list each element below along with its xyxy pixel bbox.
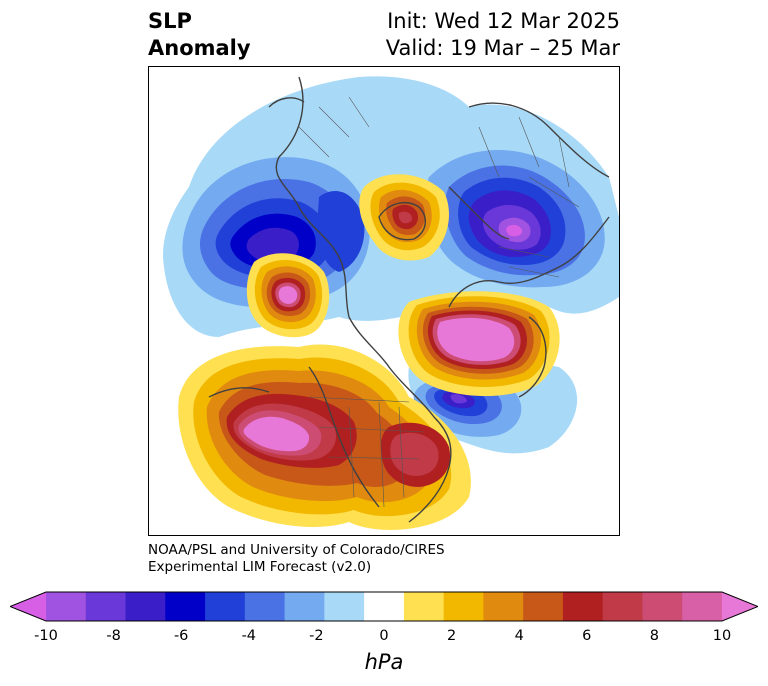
colorbar-bin: [523, 592, 564, 621]
political-borders: [298, 96, 580, 508]
positive-anomaly-north-america: [178, 344, 471, 530]
colorbar-extend-left: [10, 592, 46, 621]
positive-anomaly-arctic: [359, 174, 449, 261]
forecast-dates: Init: Wed 12 Mar 2025 Valid: 19 Mar – 25…: [386, 8, 620, 62]
colorbar-bin: [642, 592, 683, 621]
colorbar-tick-label: 2: [446, 628, 457, 644]
colorbar-tick-label: -10: [34, 628, 58, 644]
slp-anomaly-map: [148, 66, 620, 536]
colorbar-tick-label: 4: [514, 628, 524, 644]
colorbar-bin: [244, 592, 286, 621]
colorbar-bin: [403, 592, 445, 621]
init-date: Init: Wed 12 Mar 2025: [387, 9, 620, 33]
map-canvas: [149, 67, 619, 535]
colorbar-bin: [443, 592, 484, 621]
colorbar-bin: [125, 592, 166, 621]
coastlines: [208, 76, 610, 523]
colorbar-bin: [46, 592, 87, 621]
valid-range: Valid: 19 Mar – 25 Mar: [385, 36, 620, 60]
negative-anomaly-north: [425, 150, 605, 288]
colorbar: [10, 591, 758, 622]
colorbar-extend-right: [722, 592, 758, 621]
colorbar-ticks: -10 -8 -6 -4 -2 0 2 4 6 8 10: [0, 628, 768, 648]
colorbar-tick-label: -4: [241, 628, 257, 644]
credits-line-2: Experimental LIM Forecast (v2.0): [148, 559, 372, 575]
colorbar-unit: hPa: [364, 650, 404, 674]
colorbar-tick-label: 6: [582, 628, 592, 644]
colorbar-bin: [205, 592, 246, 621]
colorbar-bin: [602, 592, 643, 621]
colorbar-bin: [682, 592, 723, 621]
title-line-1: SLP: [148, 9, 192, 33]
colorbar-tick-label: 0: [379, 628, 389, 644]
credits: NOAA/PSL and University of Colorado/CIRE…: [148, 542, 445, 576]
colorbar-bin: [562, 592, 604, 621]
title-line-2: Anomaly: [148, 36, 251, 60]
credits-line-1: NOAA/PSL and University of Colorado/CIRE…: [148, 542, 445, 558]
colorbar-tick-label: 10: [712, 628, 732, 644]
colorbar-bin: [364, 592, 405, 621]
positive-anomaly-europe: [398, 291, 560, 397]
colorbar-bin: [483, 592, 524, 621]
colorbar-tick-label: 8: [649, 628, 660, 644]
colorbar-tick-label: -6: [173, 628, 189, 644]
colorbar-outline: [10, 591, 758, 622]
colorbar-bin: [284, 592, 325, 621]
colorbar-tick-label: -8: [106, 628, 121, 644]
map-title: SLP Anomaly: [148, 8, 251, 62]
colorbar-bin: [165, 592, 206, 621]
colorbar-bin: [324, 592, 365, 621]
colorbar-tick-label: -2: [309, 628, 324, 644]
colorbar-bin: [85, 592, 127, 621]
positive-anomaly-pacific: [246, 253, 330, 338]
